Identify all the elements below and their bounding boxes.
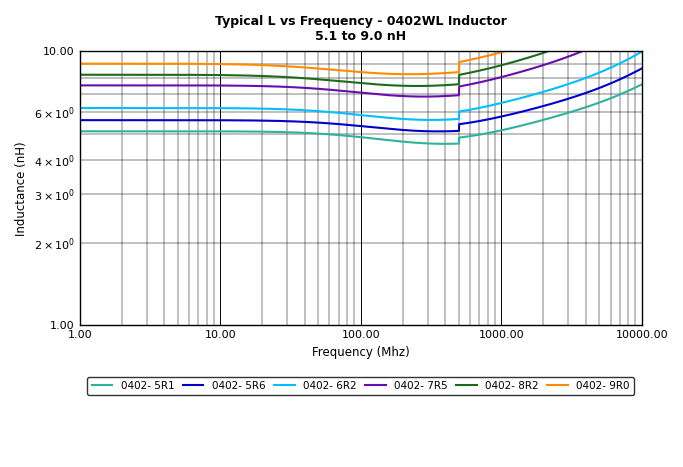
0402- 8R2	[104, 72, 113, 78]
0402- 5R6	[434, 128, 442, 134]
0402- 5R1	[334, 132, 342, 138]
0402- 9R0	[349, 69, 357, 74]
Legend: 0402- 5R1, 0402- 5R6, 0402- 6R2, 0402- 7R5, 0402- 8R2, 0402- 9R0: 0402- 5R1, 0402- 5R6, 0402- 6R2, 0402- 7…	[87, 377, 634, 396]
Line: 0402- 6R2: 0402- 6R2	[80, 52, 642, 120]
0402- 5R1	[76, 128, 84, 134]
0402- 6R2	[349, 112, 357, 117]
0402- 7R5	[622, 28, 630, 33]
0402- 7R5	[638, 18, 646, 23]
Y-axis label: Inductance (nH): Inductance (nH)	[15, 141, 28, 235]
0402- 5R6	[622, 74, 630, 79]
X-axis label: Frequency (Mhz): Frequency (Mhz)	[312, 346, 410, 359]
0402- 5R6	[349, 122, 357, 128]
0402- 8R2	[638, 3, 646, 8]
0402- 5R1	[622, 89, 630, 95]
0402- 6R2	[76, 105, 84, 111]
Line: 0402- 9R0: 0402- 9R0	[80, 0, 642, 74]
0402- 6R2	[427, 117, 435, 123]
0402- 7R5	[334, 88, 342, 93]
0402- 7R5	[76, 83, 84, 88]
0402- 6R2	[104, 105, 113, 111]
Title: Typical L vs Frequency - 0402WL Inductor
5.1 to 9.0 nH: Typical L vs Frequency - 0402WL Inductor…	[214, 15, 507, 43]
0402- 7R5	[518, 69, 527, 74]
0402- 9R0	[104, 61, 113, 66]
0402- 8R2	[518, 57, 527, 62]
0402- 8R2	[622, 13, 630, 19]
0402- 9R0	[76, 61, 84, 66]
0402- 9R0	[622, 0, 630, 4]
0402- 7R5	[622, 28, 630, 33]
0402- 8R2	[413, 83, 421, 89]
0402- 5R6	[334, 121, 342, 127]
0402- 9R0	[334, 67, 342, 73]
Line: 0402- 5R1: 0402- 5R1	[80, 85, 642, 144]
0402- 5R1	[441, 141, 449, 147]
0402- 5R6	[622, 74, 630, 79]
0402- 5R1	[622, 89, 630, 95]
0402- 5R1	[104, 128, 113, 134]
0402- 7R5	[349, 89, 357, 95]
0402- 9R0	[518, 43, 527, 49]
0402- 8R2	[334, 78, 342, 84]
0402- 5R6	[104, 117, 113, 123]
0402- 5R6	[638, 66, 646, 71]
0402- 5R1	[518, 122, 527, 128]
0402- 7R5	[419, 94, 428, 99]
0402- 5R1	[638, 82, 646, 87]
0402- 5R1	[349, 134, 357, 139]
0402- 8R2	[622, 13, 630, 19]
0402- 7R5	[104, 83, 113, 88]
0402- 6R2	[622, 58, 630, 64]
0402- 8R2	[349, 79, 357, 85]
Line: 0402- 7R5: 0402- 7R5	[80, 21, 642, 97]
0402- 9R0	[406, 71, 414, 77]
0402- 5R6	[518, 109, 527, 114]
0402- 6R2	[622, 58, 630, 64]
0402- 6R2	[518, 95, 527, 100]
0402- 6R2	[334, 110, 342, 115]
0402- 6R2	[638, 49, 646, 55]
Line: 0402- 8R2: 0402- 8R2	[80, 6, 642, 86]
0402- 9R0	[622, 0, 630, 4]
0402- 5R6	[76, 117, 84, 123]
0402- 8R2	[76, 72, 84, 78]
Line: 0402- 5R6: 0402- 5R6	[80, 69, 642, 131]
